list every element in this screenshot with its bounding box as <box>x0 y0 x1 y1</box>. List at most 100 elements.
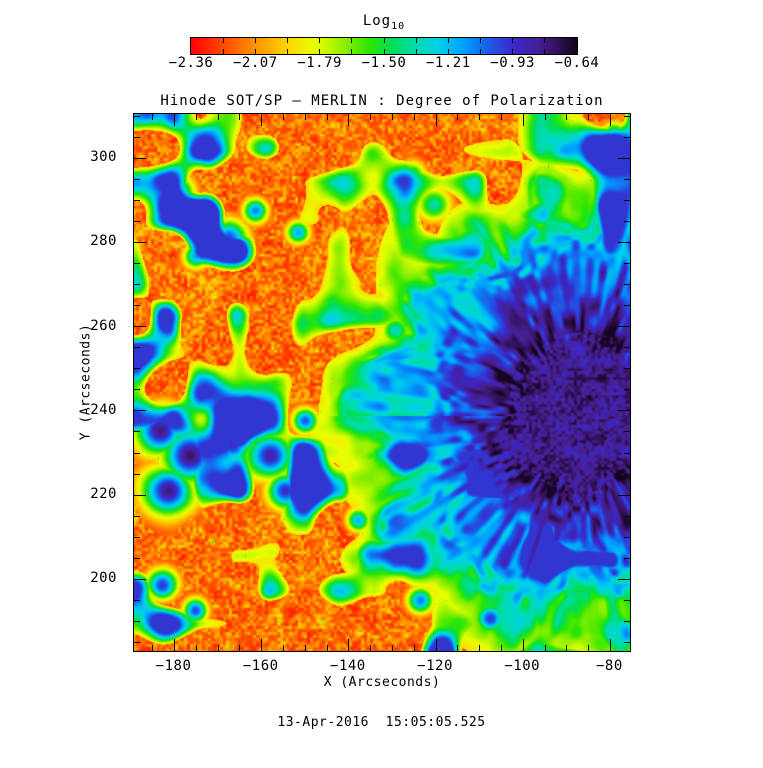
axis-tick <box>134 410 146 412</box>
colorbar-division-tick <box>415 49 417 54</box>
axis-tick <box>624 557 630 559</box>
axis-tick <box>134 557 140 559</box>
x-tick-label: −120 <box>417 658 453 674</box>
axis-tick <box>134 326 146 328</box>
axis-tick <box>326 114 328 120</box>
axis-tick <box>624 536 630 538</box>
axis-tick <box>282 645 284 651</box>
axis-tick <box>261 639 263 651</box>
axis-tick <box>326 645 328 651</box>
colorbar-division-tick <box>480 38 481 43</box>
axis-tick <box>618 157 630 159</box>
axis-tick <box>134 578 146 580</box>
axis-tick <box>457 114 459 120</box>
colorbar-division-tick <box>383 49 385 54</box>
axis-tick <box>624 452 630 454</box>
colorbar-tick-labels: −2.36 −2.07 −1.79 −1.50 −1.21 −0.93 −0.64 <box>169 55 599 73</box>
axis-tick <box>609 639 611 651</box>
colorbar-division-tick <box>222 38 224 43</box>
axis-tick <box>304 645 306 651</box>
axis-tick <box>239 114 241 120</box>
colorbar-division-tick <box>351 38 353 43</box>
axis-tick <box>624 284 630 286</box>
axis-tick <box>134 599 140 601</box>
axis-tick <box>134 452 140 454</box>
axis-tick <box>435 639 437 651</box>
axis-tick <box>624 199 630 201</box>
axis-tick <box>134 431 140 433</box>
axis-tick <box>134 642 140 644</box>
axis-tick <box>134 347 140 349</box>
x-tick-label: −140 <box>330 658 366 674</box>
axis-tick <box>500 645 502 651</box>
colorbar-tick-label: −0.93 <box>490 55 535 71</box>
axis-tick <box>370 645 372 651</box>
axis-tick <box>239 645 241 651</box>
axis-tick <box>624 368 630 370</box>
axis-tick <box>624 136 630 138</box>
colorbar-division-tick <box>287 38 288 43</box>
colorbar-division-tick <box>319 38 321 43</box>
axis-tick <box>624 115 630 117</box>
axis-tick <box>134 473 140 475</box>
x-tick-label: −160 <box>242 658 279 674</box>
x-axis-label: X (Arcseconds) <box>323 675 441 690</box>
axis-tick <box>624 473 630 475</box>
colorbar-title-subscript: 10 <box>391 20 406 32</box>
x-tick-label: −180 <box>155 658 192 674</box>
colorbar-division-tick <box>447 49 449 54</box>
y-tick-label: 260 <box>90 317 117 334</box>
axis-tick <box>134 284 140 286</box>
axis-tick <box>624 178 630 180</box>
plot-frame <box>133 113 631 652</box>
colorbar-division-tick <box>415 38 417 43</box>
axis-tick <box>544 114 546 120</box>
axis-tick <box>500 114 502 120</box>
axis-tick <box>457 645 459 651</box>
axis-tick <box>134 220 140 222</box>
axis-tick <box>618 578 630 580</box>
axis-tick <box>391 645 393 651</box>
y-tick-label: 200 <box>90 570 117 587</box>
axis-tick <box>134 136 140 138</box>
colorbar-tick-label: −1.21 <box>426 55 471 71</box>
axis-tick <box>195 645 197 651</box>
colorbar-tick-label: −1.50 <box>361 55 407 71</box>
axis-tick <box>152 114 154 120</box>
axis-tick <box>624 431 630 433</box>
colorbar-division-tick <box>512 49 514 54</box>
axis-tick <box>174 114 176 126</box>
colorbar-division-tick <box>287 49 288 54</box>
axis-tick <box>134 389 140 391</box>
chart-title: Hinode SOT/SP — MERLIN : Degree of Polar… <box>160 93 604 109</box>
axis-tick <box>609 114 611 126</box>
axis-tick <box>544 645 546 651</box>
axis-tick <box>624 347 630 349</box>
axis-tick <box>618 494 630 496</box>
colorbar-division-tick <box>480 49 481 54</box>
colorbar-division-tick <box>222 49 224 54</box>
colorbar-tick-label: −1.79 <box>297 55 342 71</box>
axis-tick <box>588 114 590 120</box>
axis-tick <box>435 114 437 126</box>
axis-tick <box>134 305 140 307</box>
axis-tick <box>624 515 630 517</box>
colorbar-division-tick <box>351 49 353 54</box>
axis-tick <box>624 599 630 601</box>
axis-tick <box>522 114 524 126</box>
axis-tick <box>624 263 630 265</box>
axis-tick <box>134 157 146 159</box>
timestamp: 13-Apr-2016 15:05:05.525 <box>277 715 486 730</box>
axis-tick <box>618 326 630 328</box>
colorbar-tick-label: −2.07 <box>233 55 278 71</box>
axis-tick <box>479 645 481 651</box>
colorbar-division-tick <box>254 49 256 54</box>
axis-tick <box>370 114 372 120</box>
y-tick-label: 280 <box>90 233 117 250</box>
x-tick-label: −100 <box>504 658 541 674</box>
axis-tick <box>413 114 415 120</box>
axis-tick <box>134 621 140 623</box>
colorbar <box>190 37 578 55</box>
axis-tick <box>348 114 350 126</box>
